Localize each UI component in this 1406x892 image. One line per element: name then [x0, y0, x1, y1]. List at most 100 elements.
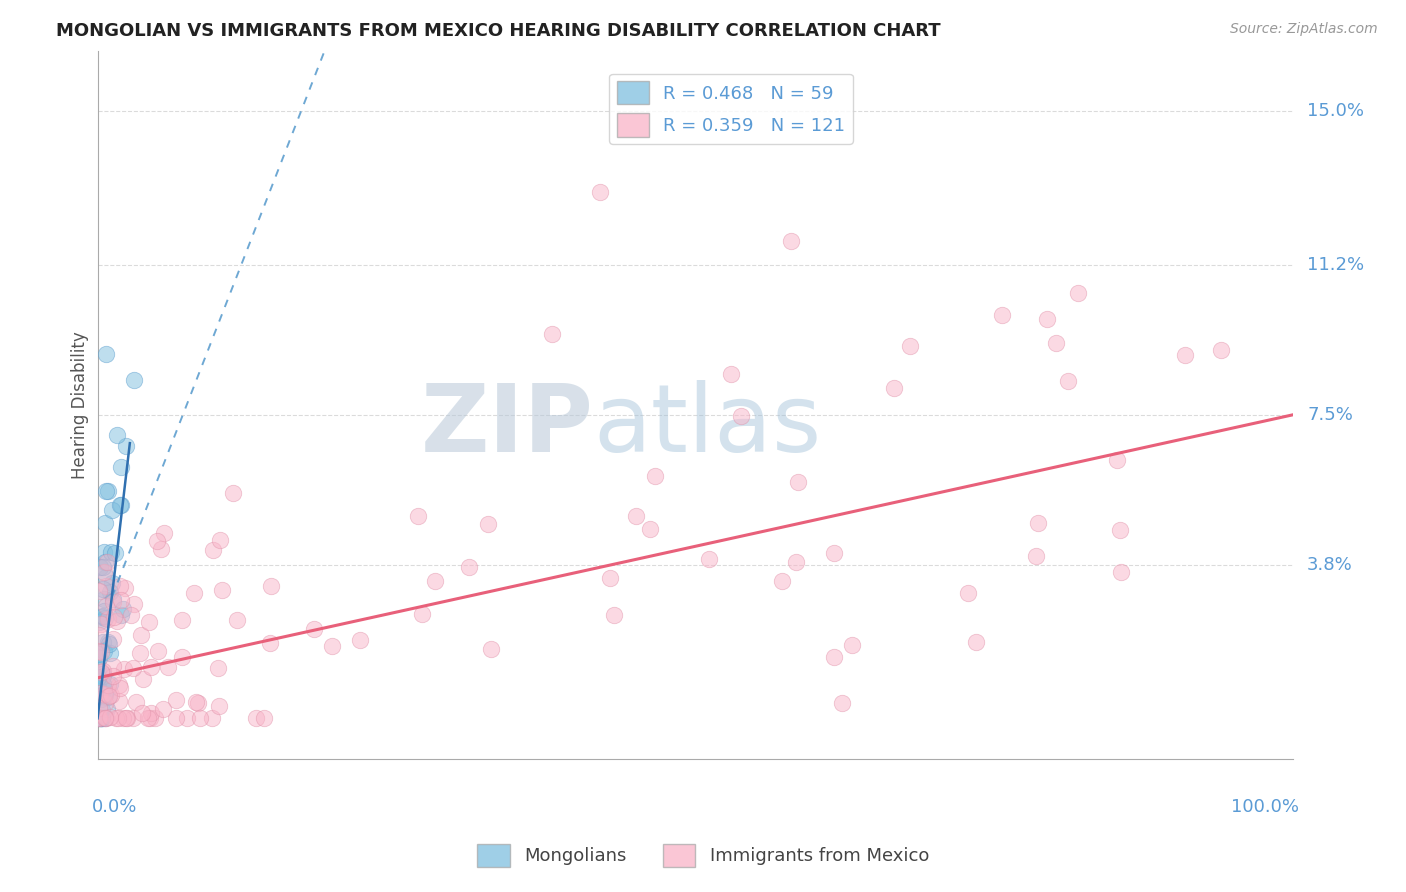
Point [202, 543, 225, 558]
Point [103, 595, 125, 609]
Point [139, 660, 162, 674]
Point [98, 585, 121, 599]
Point [100, 503, 122, 517]
Point [89, 711, 111, 725]
Point [644, 469, 666, 483]
Point [93, 544, 115, 558]
Point [87, 678, 110, 692]
Point [115, 711, 138, 725]
Point [93, 688, 115, 702]
Point [91, 711, 114, 725]
Point [457, 559, 479, 574]
Point [90, 691, 112, 706]
Point [87, 651, 110, 665]
Point [624, 508, 647, 523]
Point [87, 670, 110, 684]
Point [188, 711, 211, 725]
Point [157, 659, 180, 673]
Point [94, 696, 117, 710]
Point [883, 381, 905, 395]
Point [1026, 516, 1049, 531]
Point [93, 634, 115, 648]
Point [108, 579, 131, 593]
Point [90, 688, 112, 702]
Point [122, 373, 145, 387]
Point [101, 669, 124, 683]
Point [96, 555, 118, 569]
Text: atlas: atlas [593, 380, 821, 472]
Point [599, 571, 621, 585]
Point [1057, 374, 1080, 388]
Point [91, 669, 114, 683]
Point [841, 638, 863, 652]
Point [187, 696, 209, 710]
Point [699, 551, 721, 566]
Point [87, 584, 110, 599]
Point [115, 711, 138, 725]
Point [93, 592, 115, 607]
Point [93, 566, 115, 580]
Point [321, 639, 343, 653]
Point [720, 368, 742, 382]
Point [139, 711, 162, 725]
Point [112, 602, 135, 616]
Point [540, 326, 562, 341]
Point [170, 613, 193, 627]
Point [125, 695, 148, 709]
Point [90, 609, 112, 624]
Point [770, 574, 793, 588]
Point [114, 581, 136, 595]
Point [201, 711, 224, 725]
Point [108, 678, 131, 692]
Point [824, 546, 846, 560]
Point [97, 690, 120, 705]
Point [110, 498, 132, 512]
Point [94, 516, 117, 530]
Point [1174, 348, 1197, 362]
Point [108, 694, 131, 708]
Point [1109, 523, 1132, 537]
Point [93, 690, 115, 704]
Point [221, 486, 243, 500]
Point [98, 646, 121, 660]
Point [87, 711, 110, 725]
Point [831, 696, 853, 710]
Point [131, 673, 153, 687]
Point [121, 661, 143, 675]
Point [104, 546, 127, 560]
Point [779, 234, 801, 248]
Point [1209, 343, 1232, 358]
Point [87, 628, 110, 642]
Point [122, 597, 145, 611]
Point [97, 612, 120, 626]
Point [1045, 335, 1067, 350]
Point [94, 711, 117, 725]
Y-axis label: Hearing Disability: Hearing Disability [72, 331, 89, 479]
Point [122, 711, 145, 725]
Point [93, 687, 115, 701]
Point [1107, 452, 1129, 467]
Point [260, 579, 283, 593]
Point [97, 689, 120, 703]
Point [96, 599, 118, 613]
Point [94, 711, 117, 725]
Point [226, 613, 249, 627]
Point [97, 634, 120, 648]
Point [87, 662, 110, 676]
Text: MONGOLIAN VS IMMIGRANTS FROM MEXICO HEARING DISABILITY CORRELATION CHART: MONGOLIAN VS IMMIGRANTS FROM MEXICO HEAR… [56, 22, 941, 40]
Point [208, 533, 231, 548]
Point [112, 711, 135, 725]
Point [87, 681, 110, 696]
Point [98, 637, 121, 651]
Point [411, 607, 433, 622]
Point [107, 711, 129, 725]
Point [1036, 312, 1059, 326]
Point [100, 677, 122, 691]
Point [90, 645, 112, 659]
Point [89, 711, 111, 725]
Point [787, 475, 810, 489]
Text: 11.2%: 11.2% [1308, 256, 1364, 274]
Text: 15.0%: 15.0% [1308, 103, 1364, 120]
Point [110, 593, 132, 607]
Point [91, 702, 114, 716]
